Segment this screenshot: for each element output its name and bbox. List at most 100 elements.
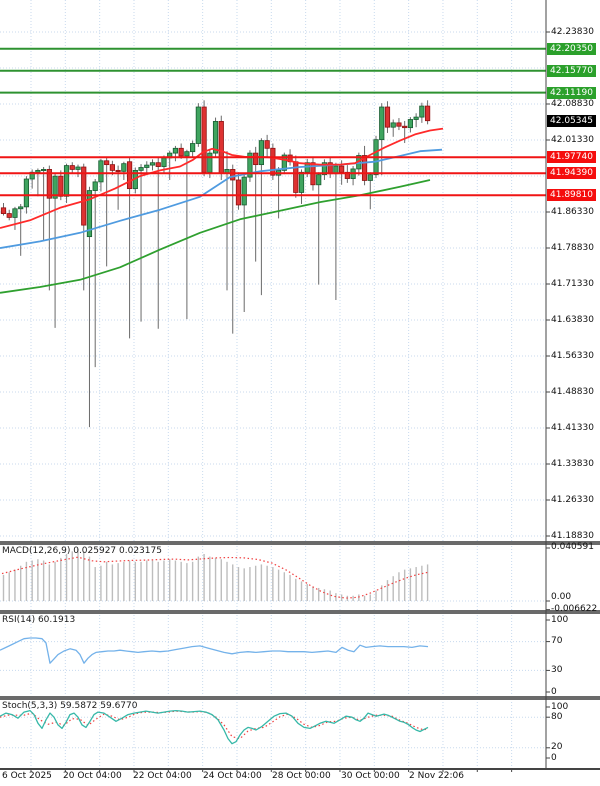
macd-histogram-bar	[77, 548, 79, 601]
macd-axis-label: 0.00	[551, 591, 572, 602]
macd-histogram-bar	[398, 572, 400, 601]
candle-body	[316, 174, 322, 186]
macd-histogram-bar	[191, 561, 194, 601]
macd-histogram-bar	[60, 557, 62, 601]
macd-histogram-bar	[48, 564, 51, 601]
macd-histogram-bar	[65, 553, 68, 601]
macd-histogram-bar	[318, 587, 320, 601]
price-axis-label: 41.78830	[551, 242, 594, 253]
macd-histogram-bar	[295, 578, 297, 601]
candle-body	[41, 169, 47, 172]
macd-histogram-bar	[157, 561, 159, 601]
candle-body	[190, 143, 196, 153]
macd-histogram-bar	[140, 561, 142, 601]
macd-label: MACD(12,26,9) 0.025927 0.023175	[2, 546, 162, 556]
candle-body	[104, 160, 110, 166]
macd-histogram-bar	[381, 585, 383, 601]
candle-body	[321, 162, 328, 176]
macd-axis-label: 0.040591	[551, 542, 594, 553]
candle-body	[247, 152, 253, 178]
macd-axis-label: -0.006622	[551, 604, 598, 615]
price-badge-green: 42.20350	[547, 42, 596, 55]
macd-histogram-bar	[375, 590, 377, 601]
macd-histogram-bar	[19, 565, 22, 601]
rsi-line	[0, 637, 429, 664]
candle-body	[339, 165, 345, 173]
price-badge-green: 42.15770	[547, 64, 596, 77]
macd-histogram-bar	[186, 563, 188, 601]
candle-body	[384, 106, 391, 128]
candle-body	[155, 162, 161, 167]
time-axis-label: 24 Oct 04:00	[203, 771, 262, 781]
macd-histogram-bar	[272, 567, 274, 601]
candle-body	[46, 169, 52, 199]
macd-histogram-bar	[369, 594, 371, 601]
candle-body	[281, 154, 287, 171]
candle-body	[344, 171, 350, 179]
candle-body	[109, 164, 115, 171]
time-axis-label: 22 Oct 04:00	[133, 771, 192, 781]
macd-histogram-bar	[386, 580, 389, 601]
candle-body	[390, 122, 396, 128]
candle-body	[138, 167, 144, 171]
candle-body	[184, 151, 190, 157]
candle-body	[172, 147, 179, 154]
main-chart-panel[interactable]	[0, 0, 546, 541]
candle-body	[6, 213, 12, 218]
candle-body	[63, 165, 70, 197]
candle-body	[298, 171, 305, 193]
stoch-d-line	[0, 710, 429, 740]
macd-histogram-bar	[163, 560, 165, 601]
macd-histogram-bar	[14, 569, 16, 601]
macd-histogram-bar	[323, 589, 326, 601]
candle-body	[361, 155, 368, 181]
stoch-axis-label: 0	[551, 752, 557, 763]
macd-histogram-bar	[403, 569, 406, 601]
macd-histogram-bar	[409, 568, 412, 601]
time-axis-label: 20 Oct 04:00	[63, 771, 122, 781]
rsi-panel[interactable]	[0, 614, 546, 696]
rsi-axis-label: 100	[551, 614, 569, 625]
macd-histogram-bar	[2, 574, 5, 601]
macd-histogram-bar	[249, 567, 251, 601]
macd-histogram-bar	[54, 561, 56, 601]
candle-body	[212, 121, 219, 154]
time-axis-label: 6 Oct 2025	[2, 771, 52, 781]
time-axis-label: 2 Nov 22:06	[409, 771, 464, 781]
macd-histogram-bar	[277, 569, 280, 601]
candle-body	[402, 125, 408, 129]
candle-body	[413, 116, 419, 120]
candle-body	[58, 175, 64, 197]
macd-signal-line	[1, 556, 429, 599]
candle-body	[149, 162, 156, 166]
candle-body	[258, 140, 264, 166]
candle-body	[126, 161, 133, 190]
macd-histogram-bar	[300, 581, 303, 601]
rsi-axis-label: 0	[551, 686, 557, 697]
candle-body	[178, 147, 184, 157]
macd-histogram-bar	[232, 564, 234, 601]
candle-body	[12, 208, 18, 218]
macd-histogram-bar	[94, 567, 96, 601]
time-axis-label: 30 Oct 00:00	[341, 771, 400, 781]
macd-histogram-bar	[335, 593, 337, 601]
macd-histogram-bar	[329, 590, 331, 601]
candle-body	[35, 169, 41, 173]
price-axis-label: 41.48830	[551, 386, 594, 397]
candle-body	[207, 152, 213, 173]
candle-body	[23, 178, 30, 208]
macd-histogram-bar	[37, 559, 39, 601]
candle-body	[264, 140, 270, 149]
macd-histogram-bar	[31, 560, 33, 601]
price-badge-red: 41.94390	[547, 167, 596, 180]
macd-histogram-bar	[42, 560, 45, 601]
candle-body	[195, 106, 201, 144]
price-axis-label: 42.23830	[551, 26, 594, 37]
price-axis-label: 41.63830	[551, 314, 594, 325]
macd-histogram-bar	[168, 559, 171, 601]
candle-body	[18, 206, 24, 210]
macd-histogram-bar	[111, 564, 114, 601]
macd-histogram-bar	[283, 572, 286, 601]
macd-histogram-bar	[289, 574, 291, 601]
